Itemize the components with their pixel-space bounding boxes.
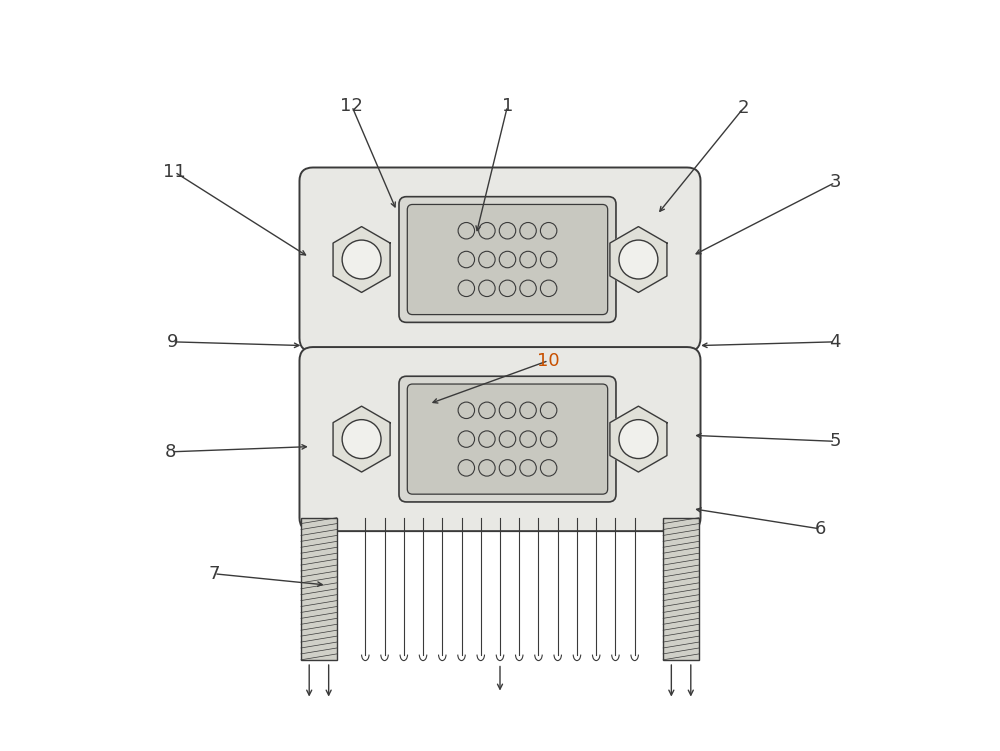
Polygon shape — [610, 227, 667, 292]
FancyBboxPatch shape — [407, 384, 608, 494]
Text: 4: 4 — [829, 333, 841, 351]
Circle shape — [342, 420, 381, 459]
FancyBboxPatch shape — [299, 347, 701, 531]
Polygon shape — [610, 406, 667, 472]
Text: 6: 6 — [815, 520, 826, 538]
Text: 5: 5 — [829, 433, 841, 451]
Text: 10: 10 — [537, 351, 560, 369]
Text: 12: 12 — [340, 97, 363, 115]
Text: 11: 11 — [163, 163, 186, 181]
Polygon shape — [333, 227, 390, 292]
Circle shape — [342, 240, 381, 279]
Text: 2: 2 — [737, 99, 749, 117]
Circle shape — [619, 240, 658, 279]
Circle shape — [619, 420, 658, 459]
Bar — [326, 338, 674, 360]
Text: 7: 7 — [208, 565, 220, 583]
Polygon shape — [333, 406, 390, 472]
Text: 9: 9 — [167, 333, 178, 351]
FancyBboxPatch shape — [399, 197, 616, 322]
Text: 8: 8 — [165, 443, 176, 461]
Bar — [663, 517, 699, 660]
Text: 3: 3 — [829, 173, 841, 192]
Text: 1: 1 — [502, 97, 513, 115]
Bar — [301, 517, 337, 660]
FancyBboxPatch shape — [299, 167, 701, 351]
FancyBboxPatch shape — [399, 376, 616, 502]
FancyBboxPatch shape — [407, 204, 608, 315]
